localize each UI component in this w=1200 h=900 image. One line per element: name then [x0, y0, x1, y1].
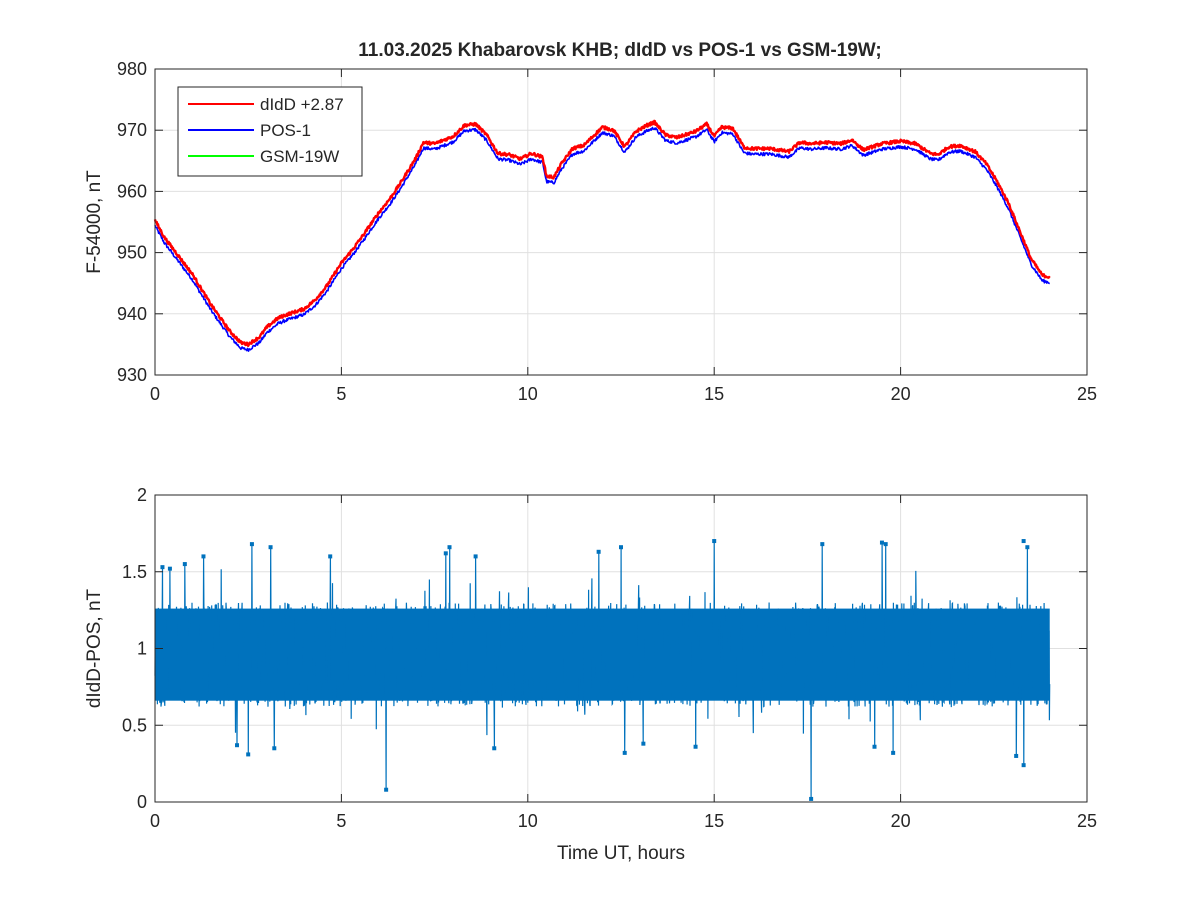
- outlier-marker: [891, 750, 896, 755]
- y-tick-label: 950: [117, 243, 147, 263]
- outlier-marker: [1021, 539, 1026, 544]
- outlier-marker: [641, 741, 646, 746]
- outlier-marker: [272, 746, 277, 751]
- outlier-marker: [1014, 753, 1019, 758]
- outlier-marker: [160, 565, 165, 570]
- x-tick-label: 0: [150, 811, 160, 831]
- outlier-marker: [235, 743, 240, 748]
- x-axis-label: Time UT, hours: [557, 843, 685, 864]
- outlier-marker: [712, 539, 717, 544]
- outlier-marker: [820, 542, 825, 547]
- outlier-marker: [249, 542, 254, 547]
- legend-entry: GSM-19W: [260, 147, 339, 166]
- outlier-marker: [246, 752, 251, 757]
- outlier-marker: [182, 562, 187, 567]
- figure-title: 11.03.2025 Khabarovsk KHB; dIdD vs POS-1…: [358, 40, 881, 61]
- y-tick-label: 970: [117, 120, 147, 140]
- outlier-marker: [328, 554, 333, 559]
- outlier-marker: [809, 796, 814, 801]
- x-tick-label: 0: [150, 384, 160, 404]
- outlier-marker: [384, 787, 389, 792]
- outlier-marker: [268, 545, 273, 550]
- series-line-diff: [154, 540, 1051, 799]
- outlier-marker: [492, 746, 497, 751]
- y-tick-label: 0: [137, 792, 147, 812]
- y-tick-label: 930: [117, 365, 147, 385]
- x-tick-label: 20: [891, 384, 911, 404]
- x-tick-label: 5: [336, 811, 346, 831]
- bottom-plot: 0 5 10 15 20 25 0 0.5 1 1.5 2 dIdD-POS, nT Time UT, …: [84, 485, 1097, 864]
- outlier-marker: [619, 545, 623, 550]
- legend: dIdD +2.87 POS-1 GSM-19W: [177, 86, 363, 177]
- x-tick-label: 25: [1077, 811, 1097, 831]
- x-tick-label: 25: [1077, 384, 1097, 404]
- outlier-marker: [879, 540, 884, 545]
- outlier-marker: [167, 566, 172, 571]
- x-tick-label: 20: [891, 811, 911, 831]
- y-axis-label: dIdD-POS, nT: [84, 588, 105, 708]
- y-tick-label: 960: [117, 181, 147, 201]
- y-tick-label: 940: [117, 304, 147, 324]
- outlier-marker: [883, 542, 888, 547]
- y-tick-label: 2: [137, 485, 147, 505]
- x-tick-label: 15: [704, 811, 724, 831]
- outlier-marker: [622, 750, 627, 755]
- series-line-pos1: [154, 126, 1051, 352]
- outlier-marker: [1021, 763, 1026, 768]
- y-tick-label: 1.5: [122, 562, 147, 582]
- outlier-marker: [473, 554, 478, 559]
- legend-entry: POS-1: [260, 121, 311, 140]
- outlier-marker: [596, 549, 601, 554]
- outlier-marker: [872, 744, 877, 749]
- legend-box: [177, 86, 363, 177]
- series-line-didd: [153, 119, 1051, 348]
- y-tick-label: 980: [117, 59, 147, 79]
- y-tick-label: 0.5: [122, 715, 147, 735]
- outlier-marker: [447, 545, 452, 550]
- outlier-marker: [1025, 545, 1030, 550]
- outlier-marker: [443, 551, 448, 556]
- x-tick-label: 10: [518, 384, 538, 404]
- x-tick-label: 5: [336, 384, 346, 404]
- axes-frame: [154, 68, 1088, 376]
- y-tick-label: 1: [137, 639, 147, 659]
- x-tick-label: 10: [518, 811, 538, 831]
- legend-entry: dIdD +2.87: [260, 95, 344, 114]
- y-axis-label: F-54000, nT: [84, 170, 105, 274]
- outlier-marker: [201, 554, 206, 559]
- outlier-marker: [693, 744, 698, 749]
- top-plot: 0 5 10 15 20 25 930 940 950 960 970 980 F-54000, nT d…: [84, 59, 1097, 404]
- x-tick-label: 15: [704, 384, 724, 404]
